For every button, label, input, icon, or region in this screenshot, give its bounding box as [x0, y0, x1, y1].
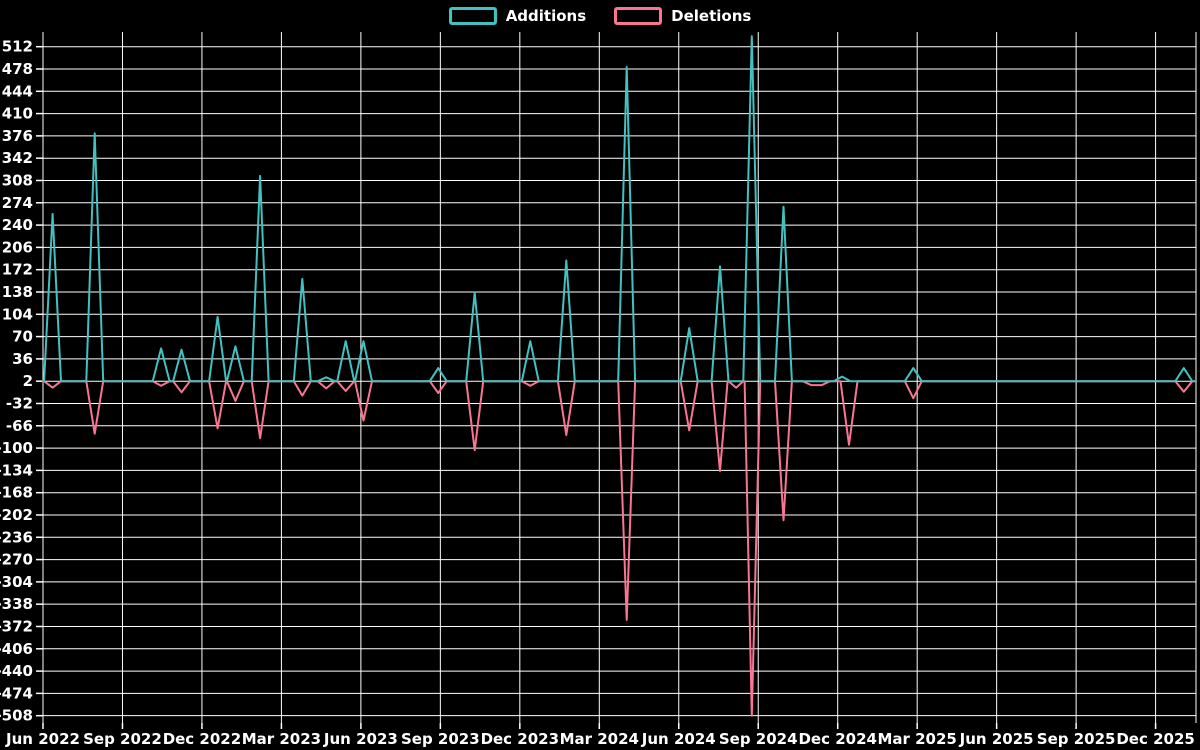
y-tick-label: -406 — [0, 640, 33, 658]
x-tick-label: Jun 2025 — [959, 730, 1034, 748]
y-tick-label: -100 — [0, 439, 33, 457]
y-tick-label: -236 — [0, 528, 33, 546]
additions-swatch-icon — [448, 7, 497, 25]
x-tick-label: Mar 2025 — [877, 730, 956, 748]
y-tick-label: 138 — [2, 283, 33, 301]
x-tick-label: Sep 2024 — [719, 730, 798, 748]
x-tick-label: Jun 2023 — [323, 730, 398, 748]
y-tick-label: 274 — [2, 194, 33, 212]
legend-deletions-label: Deletions — [671, 7, 752, 25]
y-tick-label: 206 — [2, 238, 33, 256]
y-tick-label: -372 — [0, 617, 33, 635]
y-tick-label: 308 — [2, 171, 33, 189]
y-tick-label: -202 — [0, 506, 33, 524]
y-tick-label: 512 — [2, 38, 33, 56]
y-tick-label: -508 — [0, 707, 33, 725]
y-tick-label: -32 — [6, 394, 33, 412]
y-tick-label: 36 — [12, 350, 33, 368]
y-tick-label: 104 — [2, 305, 33, 323]
x-tick-label: Sep 2025 — [1037, 730, 1116, 748]
y-tick-label: 172 — [2, 261, 33, 279]
y-tick-label: 240 — [2, 216, 33, 234]
y-tick-label: -440 — [0, 662, 33, 680]
y-tick-label: -338 — [0, 595, 33, 613]
y-tick-label: 410 — [2, 105, 33, 123]
x-tick-label: Dec 2022 — [163, 730, 242, 748]
y-tick-label: 342 — [2, 149, 33, 167]
y-tick-label: 70 — [12, 328, 33, 346]
y-tick-label: -66 — [6, 417, 33, 435]
x-tick-label: Sep 2022 — [83, 730, 162, 748]
y-tick-label: 2 — [23, 372, 33, 390]
y-tick-label: 376 — [2, 127, 33, 145]
x-tick-label: Jun 2022 — [5, 730, 80, 748]
additions-line — [42, 35, 1197, 383]
x-tick-label: Sep 2023 — [401, 730, 480, 748]
x-tick-label: Dec 2024 — [798, 730, 877, 748]
legend-additions-label: Additions — [505, 7, 587, 25]
y-tick-label: -474 — [0, 684, 33, 702]
y-tick-label: 478 — [2, 60, 33, 78]
x-tick-label: Dec 2025 — [1116, 730, 1195, 748]
deletions-swatch-icon — [614, 7, 663, 25]
deletions-line — [42, 380, 1197, 717]
x-tick-label: Mar 2024 — [560, 730, 639, 748]
y-tick-label: -270 — [0, 551, 33, 569]
y-tick-label: -134 — [0, 461, 33, 479]
legend-item-additions[interactable]: Additions — [448, 7, 587, 25]
x-tick-label: Dec 2023 — [481, 730, 560, 748]
y-tick-label: 444 — [2, 82, 33, 100]
x-tick-label: Jun 2024 — [641, 730, 716, 748]
legend-item-deletions[interactable]: Deletions — [614, 7, 751, 25]
y-tick-label: -304 — [0, 573, 33, 591]
y-tick-label: -168 — [0, 484, 33, 502]
x-tick-label: Mar 2023 — [242, 730, 321, 748]
legend: Additions Deletions — [0, 7, 1200, 25]
